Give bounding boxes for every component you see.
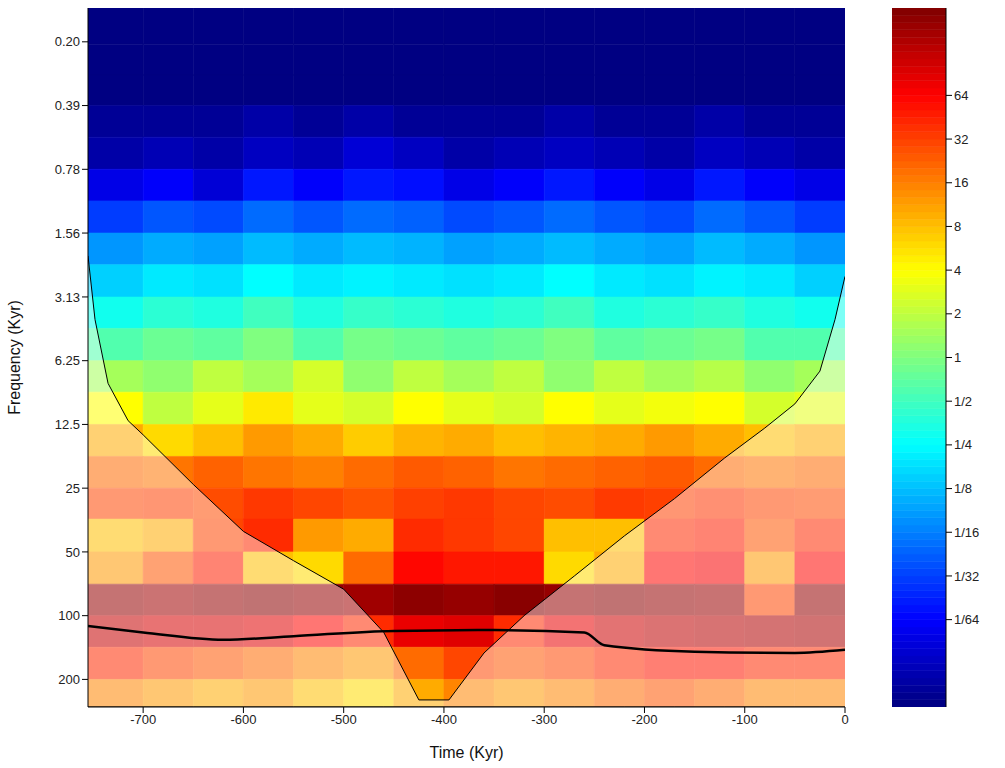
svg-text:16: 16 [954, 175, 968, 190]
svg-text:100: 100 [58, 608, 80, 623]
svg-text:-600: -600 [230, 712, 256, 727]
svg-text:2: 2 [954, 306, 961, 321]
svg-text:64: 64 [954, 88, 968, 103]
svg-text:Frequency (Kyr): Frequency (Kyr) [6, 300, 23, 415]
svg-text:-700: -700 [130, 712, 156, 727]
svg-text:1: 1 [954, 350, 961, 365]
svg-text:200: 200 [58, 672, 80, 687]
svg-text:0: 0 [841, 712, 848, 727]
svg-text:25: 25 [66, 481, 80, 496]
svg-text:1/32: 1/32 [954, 569, 979, 584]
svg-text:0.78: 0.78 [55, 162, 80, 177]
svg-text:3.13: 3.13 [55, 290, 80, 305]
svg-text:1/16: 1/16 [954, 525, 979, 540]
svg-text:-400: -400 [431, 712, 457, 727]
svg-text:0.20: 0.20 [55, 34, 80, 49]
svg-text:6.25: 6.25 [55, 353, 80, 368]
svg-text:1/8: 1/8 [954, 481, 972, 496]
svg-text:12.5: 12.5 [55, 417, 80, 432]
svg-text:Time (Kyr): Time (Kyr) [429, 744, 503, 761]
svg-text:1/4: 1/4 [954, 437, 972, 452]
svg-text:50: 50 [66, 545, 80, 560]
svg-text:32: 32 [954, 132, 968, 147]
svg-text:4: 4 [954, 263, 961, 278]
svg-text:1.56: 1.56 [55, 226, 80, 241]
svg-text:-200: -200 [631, 712, 657, 727]
svg-text:-500: -500 [331, 712, 357, 727]
svg-text:8: 8 [954, 219, 961, 234]
svg-text:1/64: 1/64 [954, 612, 979, 627]
svg-text:1/2: 1/2 [954, 394, 972, 409]
svg-text:0.39: 0.39 [55, 98, 80, 113]
svg-text:-300: -300 [531, 712, 557, 727]
svg-text:-100: -100 [732, 712, 758, 727]
